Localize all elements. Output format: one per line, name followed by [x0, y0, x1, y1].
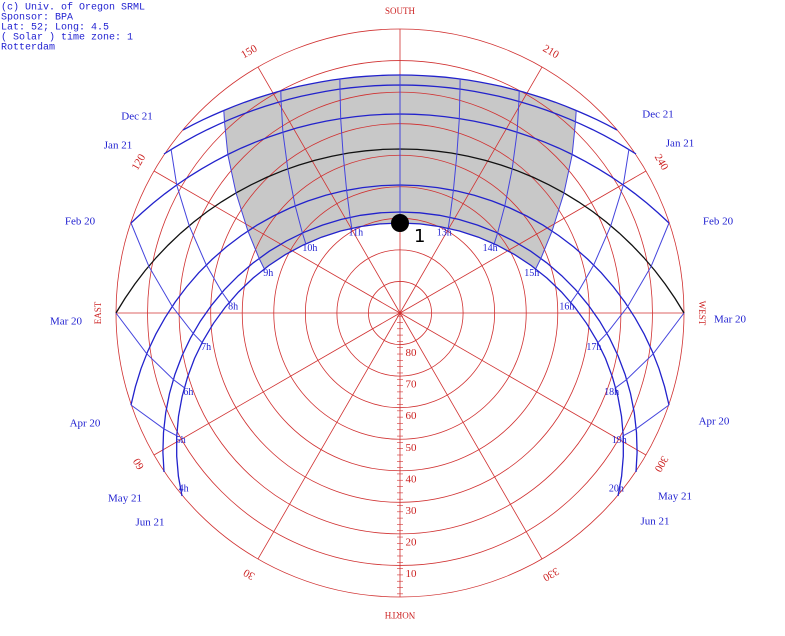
hour-label: 18h: [604, 387, 619, 398]
date-label: Apr 20: [70, 418, 101, 430]
hour-label: 8h: [228, 302, 238, 313]
hour-label: 7h: [201, 342, 211, 353]
hour-line: [130, 404, 177, 437]
date-label: Mar 20: [50, 316, 83, 328]
date-label: Feb 20: [65, 216, 96, 228]
header-line: Sponsor: BPA: [1, 13, 73, 24]
elevation-label: 10: [406, 568, 418, 580]
date-label: Dec 21: [121, 111, 152, 123]
azimuth-spoke: [399, 312, 543, 560]
hour-line: [535, 110, 577, 270]
hour-label: 20h: [609, 483, 624, 494]
date-label: Dec 21: [642, 109, 673, 121]
hour-line: [280, 90, 307, 244]
date-label: Jan 21: [666, 138, 694, 150]
azimuth-spoke: [399, 312, 647, 456]
hour-line: [493, 90, 520, 244]
noon-dot: [391, 214, 409, 232]
header-line: ( Solar ) time zone: 1: [1, 32, 133, 44]
compass-label: WEST: [697, 301, 707, 326]
hour-label: 15h: [524, 268, 539, 279]
sun-paths: [115, 74, 685, 497]
header-line: (c) Univ. of Oregon SRML: [1, 2, 145, 14]
header-line: Rotterdam: [1, 42, 55, 54]
azimuth-label: 240: [652, 152, 671, 173]
hour-line: [447, 78, 461, 229]
compass-label: NORTH: [384, 610, 415, 620]
hour-label: 6h: [183, 387, 193, 398]
azimuth-spoke: [153, 312, 401, 456]
date-label: Mar 20: [714, 314, 747, 326]
date-label: May 21: [658, 491, 692, 503]
hour-label: 14h: [483, 243, 498, 254]
hour-line: [615, 312, 685, 389]
azimuth-spoke: [153, 170, 401, 314]
hour-label: 19h: [612, 435, 627, 446]
hour-line: [623, 404, 670, 437]
date-label: Feb 20: [703, 216, 734, 228]
azimuth-spoke: [399, 170, 647, 314]
elevation-label: 50: [406, 442, 418, 454]
hour-label: 10h: [302, 243, 317, 254]
azimuth-label: 330: [540, 565, 561, 584]
date-label: May 21: [108, 493, 142, 505]
elevation-label: 20: [406, 536, 418, 548]
hour-line: [115, 312, 185, 389]
hour-line: [223, 110, 265, 270]
compass-label: EAST: [93, 301, 103, 324]
date-label: Jun 21: [135, 517, 164, 529]
hour-line: [597, 222, 670, 343]
hour-line: [170, 149, 230, 303]
compass-label: SOUTH: [385, 6, 416, 16]
noon-label: 1: [414, 226, 425, 247]
azimuth-label: 210: [541, 43, 562, 62]
elevation-label: 60: [406, 410, 418, 422]
azimuth-label: 150: [239, 42, 260, 61]
hour-label: 17h: [586, 342, 601, 353]
azimuth-spoke: [257, 312, 401, 560]
elevation-label: 30: [406, 505, 418, 517]
azimuth-label: 30: [241, 566, 257, 582]
azimuth-label: 300: [652, 454, 671, 475]
azimuth-label: 120: [130, 152, 149, 173]
date-label: Jan 21: [104, 140, 132, 152]
hour-label: 9h: [263, 268, 273, 279]
hour-line: [570, 149, 630, 303]
azimuth-label: 60: [131, 456, 147, 472]
elevation-label: 70: [406, 379, 418, 391]
elevation-label: 40: [406, 473, 418, 485]
elevation-label: 80: [406, 347, 418, 359]
hour-line: [130, 222, 203, 343]
hour-label: 5h: [176, 435, 186, 446]
date-label: Jun 21: [640, 516, 669, 528]
hour-label: 16h: [559, 302, 574, 313]
hour-line: [339, 78, 353, 229]
date-label: Apr 20: [699, 416, 730, 428]
header-line: Lat: 52; Long: 4.5: [1, 23, 109, 34]
hour-label: 4h: [179, 483, 189, 494]
hour-label: 11h: [348, 228, 363, 239]
hour-label: 13h: [437, 228, 452, 239]
